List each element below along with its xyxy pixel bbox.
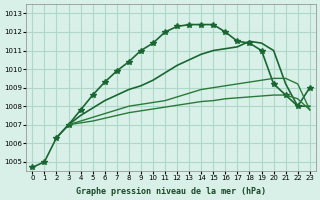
X-axis label: Graphe pression niveau de la mer (hPa): Graphe pression niveau de la mer (hPa) [76,187,266,196]
